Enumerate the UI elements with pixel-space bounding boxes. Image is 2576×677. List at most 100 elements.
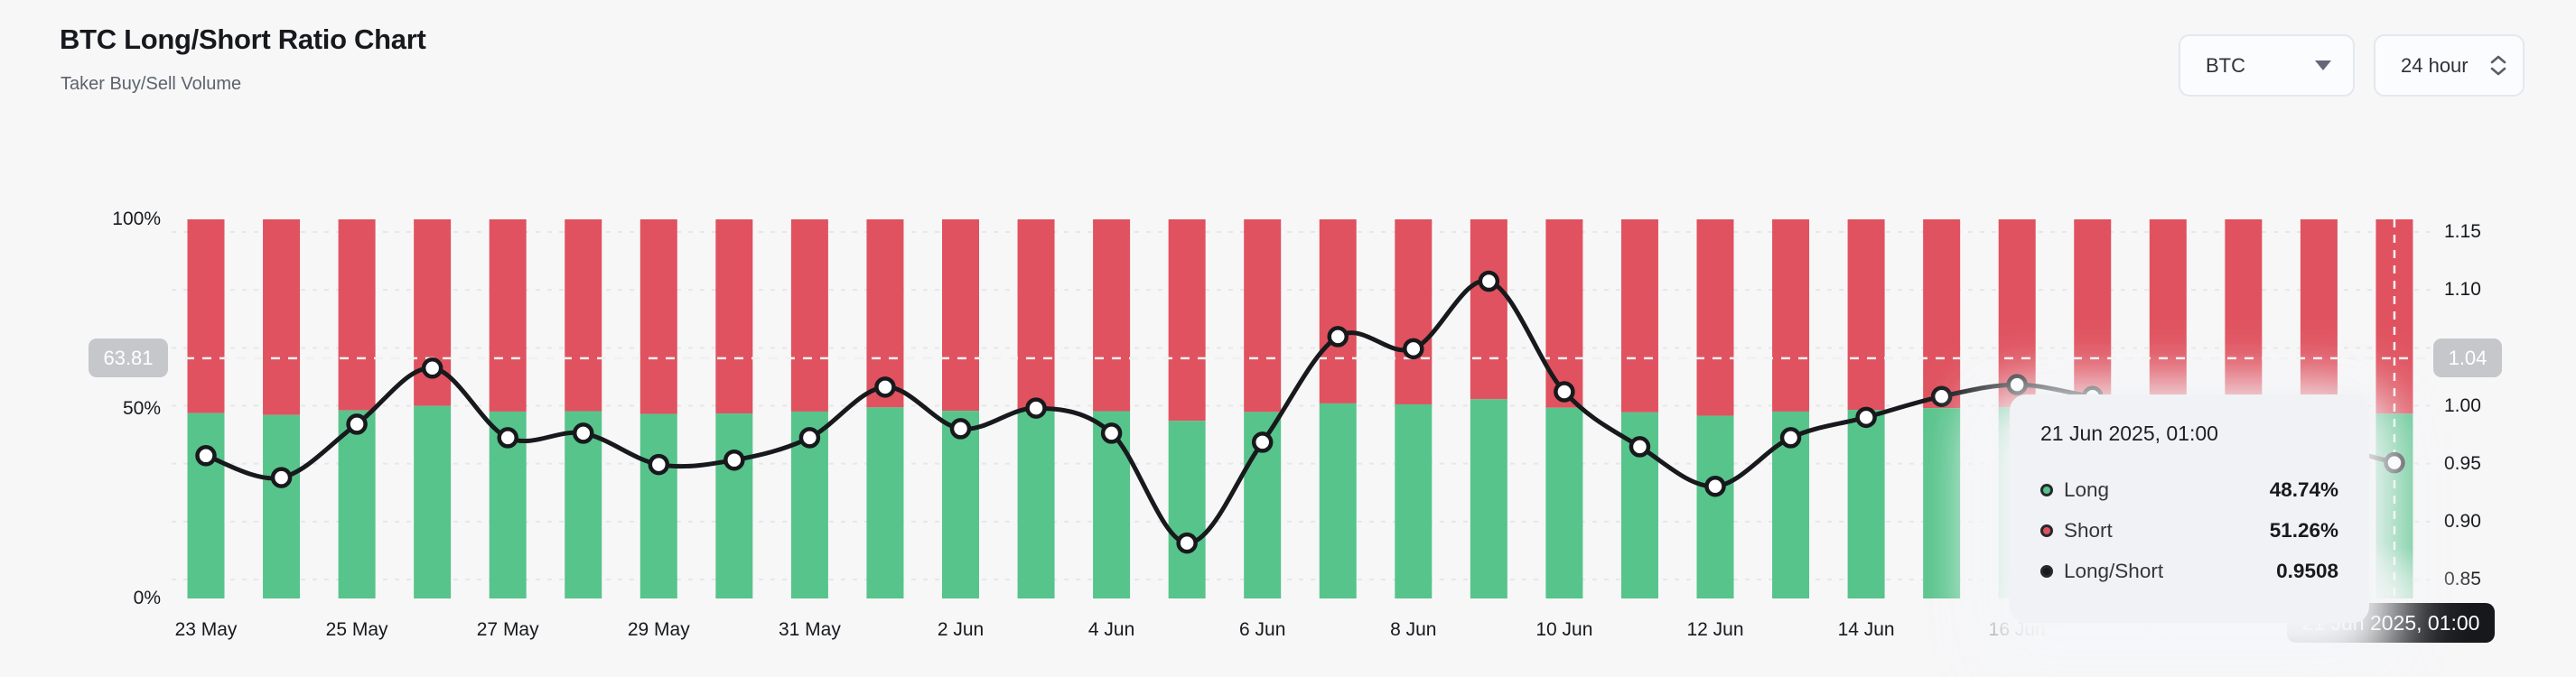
- bar-long-segment[interactable]: [187, 413, 225, 598]
- bar-long-segment[interactable]: [1847, 410, 1885, 598]
- up-down-spinner-icon: [2490, 55, 2506, 76]
- bar-short-segment[interactable]: [1923, 219, 1961, 409]
- bar-long-segment[interactable]: [1319, 403, 1357, 598]
- data-point-marker[interactable]: [270, 467, 293, 488]
- bar-long-segment[interactable]: [1017, 409, 1055, 598]
- tooltip-title: 21 Jun 2025, 01:00: [2040, 422, 2218, 445]
- data-point-marker[interactable]: [195, 445, 217, 467]
- data-point-marker[interactable]: [1704, 475, 1726, 497]
- crosshair-right-value-badge: 1.04: [2433, 338, 2502, 377]
- bar-short-segment[interactable]: [2225, 219, 2263, 411]
- bar-long-segment[interactable]: [1470, 399, 1507, 598]
- bar-long-segment[interactable]: [715, 413, 753, 598]
- bar-short-segment[interactable]: [1847, 219, 1885, 411]
- tooltip-long-label: Long: [2064, 478, 2110, 501]
- data-point-marker[interactable]: [2006, 374, 2028, 395]
- data-point-marker[interactable]: [1478, 270, 1500, 292]
- tooltip-short-label: Short: [2064, 518, 2113, 542]
- bar-short-segment[interactable]: [263, 219, 301, 415]
- bar-short-segment[interactable]: [1470, 219, 1507, 400]
- bar-short-segment[interactable]: [187, 219, 225, 413]
- bar-long-segment[interactable]: [1923, 408, 1961, 598]
- data-point-marker[interactable]: [1327, 326, 1349, 348]
- x-axis-label: 10 Jun: [1535, 619, 1593, 640]
- tooltip-ratio-label: Long/Short: [2064, 559, 2164, 582]
- bar-long-segment[interactable]: [639, 413, 677, 598]
- bar-long-segment[interactable]: [414, 405, 452, 598]
- bar-short-segment[interactable]: [1017, 219, 1055, 410]
- bar-short-segment[interactable]: [1772, 219, 1810, 412]
- bar-long-segment[interactable]: [1395, 403, 1433, 598]
- data-point-marker[interactable]: [1779, 427, 1802, 449]
- bar-short-segment[interactable]: [1620, 219, 1658, 413]
- data-point-marker[interactable]: [949, 418, 972, 440]
- data-point-marker[interactable]: [2384, 451, 2405, 474]
- right-axis-label: 0.90: [2444, 510, 2481, 532]
- data-point-marker[interactable]: [648, 453, 670, 476]
- bar-long-segment[interactable]: [866, 407, 904, 598]
- tooltip-row-short: Short 51.26%: [2040, 510, 2338, 551]
- x-axis-label: 2 Jun: [937, 619, 985, 640]
- right-axis-label: 0.95: [2444, 452, 2481, 474]
- bar-long-segment[interactable]: [1545, 407, 1583, 598]
- bar-short-segment[interactable]: [1244, 219, 1282, 413]
- data-point-marker[interactable]: [1629, 436, 1651, 458]
- x-axis-label: 29 May: [627, 619, 690, 640]
- bar-long-segment[interactable]: [942, 411, 979, 598]
- data-point-marker[interactable]: [421, 357, 443, 379]
- coin-select-dropdown[interactable]: BTC: [2179, 34, 2355, 97]
- data-point-marker[interactable]: [346, 413, 368, 435]
- data-point-marker[interactable]: [723, 449, 745, 471]
- x-axis-label: 12 Jun: [1686, 619, 1744, 640]
- data-point-marker[interactable]: [1025, 397, 1047, 419]
- y-axis-label: 50%: [122, 398, 161, 419]
- bar-short-segment[interactable]: [2074, 219, 2112, 409]
- page-subtitle: Taker Buy/Sell Volume: [61, 74, 242, 94]
- x-axis-label: 23 May: [174, 619, 238, 640]
- bar-long-segment[interactable]: [1168, 421, 1206, 598]
- interval-select-value: 24 hour: [2401, 53, 2469, 77]
- x-axis-label: 6 Jun: [1239, 619, 1286, 640]
- bar-short-segment[interactable]: [2300, 219, 2338, 413]
- x-axis-label: 25 May: [325, 619, 388, 640]
- bar-long-segment[interactable]: [338, 410, 376, 598]
- tooltip-short-value: 51.26%: [2269, 518, 2338, 542]
- bar-short-segment[interactable]: [565, 219, 602, 412]
- bar-short-segment[interactable]: [790, 219, 828, 412]
- data-point-marker[interactable]: [798, 427, 821, 449]
- data-point-marker[interactable]: [1855, 406, 1877, 429]
- bar-short-segment[interactable]: [1319, 219, 1357, 403]
- data-point-marker[interactable]: [497, 427, 518, 449]
- y-axis-label: 100%: [112, 209, 161, 229]
- x-axis-label: 8 Jun: [1390, 619, 1437, 640]
- bar-short-segment[interactable]: [338, 219, 376, 411]
- bar-short-segment[interactable]: [942, 219, 979, 412]
- bar-short-segment[interactable]: [2149, 219, 2187, 409]
- tooltip-row-ratio: Long/Short 0.9508: [2040, 551, 2338, 591]
- data-point-marker[interactable]: [573, 422, 594, 444]
- bar-long-segment[interactable]: [263, 414, 301, 598]
- interval-select-dropdown[interactable]: 24 hour: [2374, 34, 2525, 97]
- chart-tooltip: 21 Jun 2025, 01:00 Long 48.74% Short 51.…: [2010, 394, 2369, 623]
- bar-short-segment[interactable]: [1395, 219, 1433, 404]
- data-point-marker[interactable]: [1930, 385, 1953, 407]
- data-point-marker[interactable]: [1554, 381, 1575, 403]
- bar-short-segment[interactable]: [715, 219, 753, 414]
- bar-short-segment[interactable]: [1545, 219, 1583, 408]
- bar-short-segment[interactable]: [866, 219, 904, 408]
- bar-short-segment[interactable]: [1696, 219, 1734, 416]
- x-axis-label: 31 May: [778, 619, 841, 640]
- ratio-series-dot-icon: [2040, 564, 2053, 578]
- bar-short-segment[interactable]: [1168, 219, 1206, 422]
- bar-long-segment[interactable]: [1696, 415, 1734, 598]
- data-point-marker[interactable]: [1176, 532, 1198, 554]
- page-title: BTC Long/Short Ratio Chart: [60, 23, 426, 55]
- bar-short-segment[interactable]: [1093, 219, 1131, 412]
- data-point-marker[interactable]: [874, 376, 896, 398]
- data-point-marker[interactable]: [1251, 431, 1274, 453]
- bar-short-segment[interactable]: [639, 219, 677, 414]
- bar-short-segment[interactable]: [489, 219, 527, 412]
- data-point-marker[interactable]: [1403, 338, 1424, 360]
- x-axis-label: 27 May: [476, 619, 539, 640]
- data-point-marker[interactable]: [1100, 422, 1123, 444]
